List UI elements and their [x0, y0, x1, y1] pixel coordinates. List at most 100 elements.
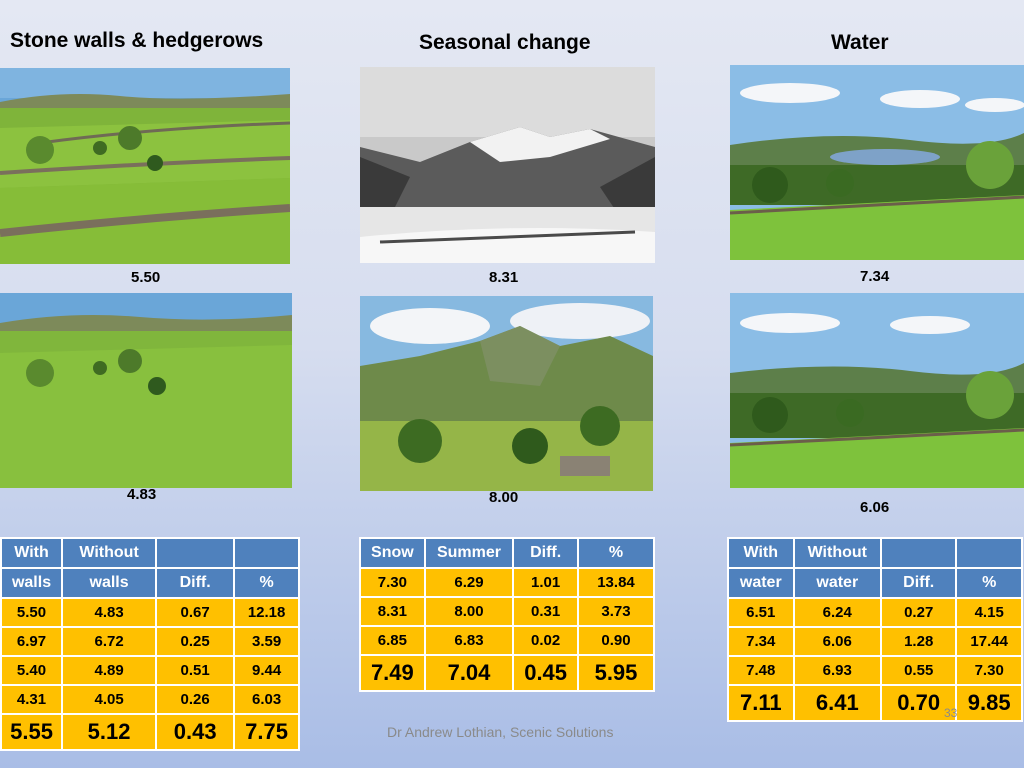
photo-summer-mountains — [360, 296, 653, 491]
table-row-average: 7.11 6.41 0.70 9.85 — [727, 684, 1023, 722]
cell: 0.51 — [155, 655, 236, 686]
page-number: 33 — [944, 706, 958, 720]
cell: 6.29 — [423, 567, 515, 598]
cell: 7.48 — [727, 655, 795, 686]
table-row: 7.48 6.93 0.55 7.30 — [727, 655, 1023, 686]
table-row: 7.34 6.06 1.28 17.44 — [727, 626, 1023, 657]
cell: 3.59 — [233, 626, 300, 657]
cell: 4.05 — [61, 684, 158, 715]
cell: 6.85 — [359, 625, 426, 656]
cell: 0.02 — [512, 625, 579, 656]
cell-average: 0.43 — [155, 713, 236, 751]
cell: 6.93 — [792, 655, 883, 686]
header-pct-2: % — [233, 567, 300, 599]
score-water-with: 7.34 — [860, 268, 890, 285]
cell-average: 5.12 — [61, 713, 158, 751]
cell: 4.89 — [61, 655, 158, 686]
header-with-walls-2: walls — [0, 567, 64, 599]
header-snow: Snow — [359, 537, 426, 569]
header-without-walls-2: walls — [61, 567, 158, 599]
cell: 8.31 — [359, 596, 426, 627]
header-diff-2: Diff. — [155, 567, 236, 599]
cell: 9.44 — [233, 655, 300, 686]
cell-average: 0.45 — [512, 654, 579, 692]
cell: 1.28 — [880, 626, 958, 657]
cell: 0.55 — [880, 655, 958, 686]
header-pct-1 — [955, 537, 1023, 569]
table-row: 4.31 4.05 0.26 6.03 — [0, 684, 300, 715]
cell-average: 5.55 — [0, 713, 64, 751]
header-without-water-1: Without — [792, 537, 883, 569]
cell: 0.67 — [155, 597, 236, 628]
cell: 0.25 — [155, 626, 236, 657]
cell-average: 7.04 — [423, 654, 515, 692]
header-with-water-1: With — [727, 537, 795, 569]
cell-average: 7.11 — [727, 684, 795, 722]
cell: 1.01 — [512, 567, 579, 598]
cell: 5.50 — [0, 597, 64, 628]
header-without-walls-1: Without — [61, 537, 158, 569]
photo-landscape-without-lake — [730, 293, 1024, 488]
table-row: 8.31 8.00 0.31 3.73 — [359, 596, 656, 627]
table-row: 6.97 6.72 0.25 3.59 — [0, 626, 300, 657]
header-pct: % — [576, 537, 656, 569]
cell: 6.03 — [233, 684, 300, 715]
header-diff-1 — [880, 537, 958, 569]
cell: 0.26 — [155, 684, 236, 715]
cell-average: 7.49 — [359, 654, 426, 692]
cell: 5.40 — [0, 655, 64, 686]
header-without-water-2: water — [792, 567, 883, 599]
header-pct-1 — [233, 537, 300, 569]
cell: 7.34 — [727, 626, 795, 657]
cell-average: 9.85 — [955, 684, 1023, 722]
header-summer: Summer — [423, 537, 515, 569]
title-stone-walls: Stone walls & hedgerows — [10, 29, 264, 52]
table-row: 6.85 6.83 0.02 0.90 — [359, 625, 656, 656]
cell: 4.31 — [0, 684, 64, 715]
cell: 8.00 — [423, 596, 515, 627]
table-row-average: 5.55 5.12 0.43 7.75 — [0, 713, 300, 751]
cell: 6.72 — [61, 626, 158, 657]
cell-average: 0.70 — [880, 684, 958, 722]
cell-average: 6.41 — [792, 684, 883, 722]
cell: 0.27 — [880, 597, 958, 628]
cell: 17.44 — [955, 626, 1023, 657]
cell: 6.06 — [792, 626, 883, 657]
cell: 0.31 — [512, 596, 579, 627]
header-with-walls-1: With — [0, 537, 64, 569]
photo-landscape-with-lake — [730, 65, 1024, 260]
photo-snowy-mountains — [360, 67, 655, 263]
header-diff: Diff. — [512, 537, 579, 569]
title-water: Water — [831, 31, 889, 54]
table-seasonal: Snow Summer Diff. % 7.30 6.29 1.01 13.84… — [359, 537, 656, 692]
table-row-average: 7.49 7.04 0.45 5.95 — [359, 654, 656, 692]
cell: 7.30 — [359, 567, 426, 598]
score-water-without: 6.06 — [860, 499, 890, 516]
table-walls: With Without walls walls Diff. % 5.50 4.… — [0, 537, 300, 751]
table-row: 5.40 4.89 0.51 9.44 — [0, 655, 300, 686]
cell-average: 5.95 — [576, 654, 656, 692]
cell: 6.83 — [423, 625, 515, 656]
photo-pasture-without-walls — [0, 293, 292, 488]
cell: 6.51 — [727, 597, 795, 628]
table-row: 5.50 4.83 0.67 12.18 — [0, 597, 300, 628]
cell: 6.24 — [792, 597, 883, 628]
cell: 4.83 — [61, 597, 158, 628]
score-walls-without: 4.83 — [127, 486, 157, 503]
table-water: With Without water water Diff. % 6.51 6.… — [727, 537, 1023, 722]
table-row: 7.30 6.29 1.01 13.84 — [359, 567, 656, 598]
cell: 0.90 — [576, 625, 656, 656]
cell: 6.97 — [0, 626, 64, 657]
score-walls-with: 5.50 — [131, 269, 161, 286]
table-row: 6.51 6.24 0.27 4.15 — [727, 597, 1023, 628]
cell: 4.15 — [955, 597, 1023, 628]
cell: 12.18 — [233, 597, 300, 628]
cell: 3.73 — [576, 596, 656, 627]
cell-average: 7.75 — [233, 713, 300, 751]
header-pct-2: % — [955, 567, 1023, 599]
footer-credit: Dr Andrew Lothian, Scenic Solutions — [387, 724, 614, 740]
header-diff-2: Diff. — [880, 567, 958, 599]
header-with-water-2: water — [727, 567, 795, 599]
score-seasonal-summer: 8.00 — [489, 489, 519, 506]
header-diff-1 — [155, 537, 236, 569]
